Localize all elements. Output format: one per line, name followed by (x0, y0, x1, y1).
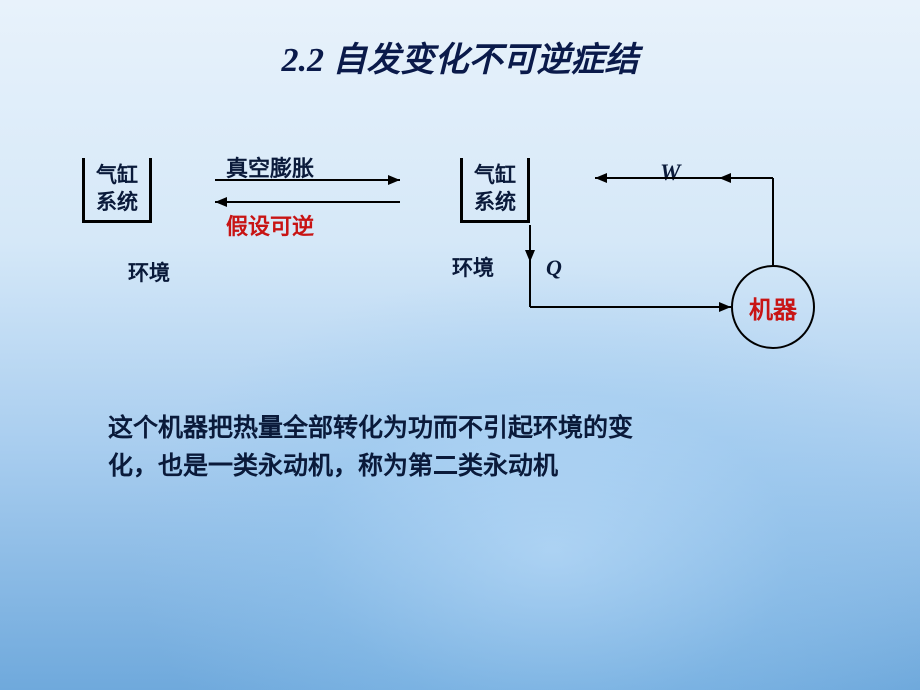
work-W-label: W (660, 160, 680, 186)
slide-title: 2.2 自发变化不可逆症结 (0, 32, 920, 81)
machine-label: 机器 (749, 290, 797, 325)
environment-label-right: 环境 (452, 252, 494, 282)
environment-label-left: 环境 (128, 257, 170, 287)
body-text: 这个机器把热量全部转化为功而不引起环境的变 化，也是一类永动机，称为第二类永动机 (108, 410, 633, 485)
body-line-2: 化，也是一类永动机，称为第二类永动机 (108, 453, 558, 480)
assume-reversible-label: 假设可逆 (226, 209, 314, 241)
heat-Q-label: Q (546, 255, 562, 281)
cylinder-system-right-box: 气缸系统 (460, 158, 530, 223)
body-line-1: 这个机器把热量全部转化为功而不引起环境的变 (108, 415, 633, 442)
machine-node: 机器 (731, 265, 815, 349)
vacuum-expansion-label: 真空膨胀 (226, 151, 314, 183)
slide: 2.2 自发变化不可逆症结 气缸系统 气缸系统 环境 环境 真空膨胀 假设可逆 … (0, 0, 920, 690)
cylinder-system-left-box: 气缸系统 (82, 158, 152, 223)
